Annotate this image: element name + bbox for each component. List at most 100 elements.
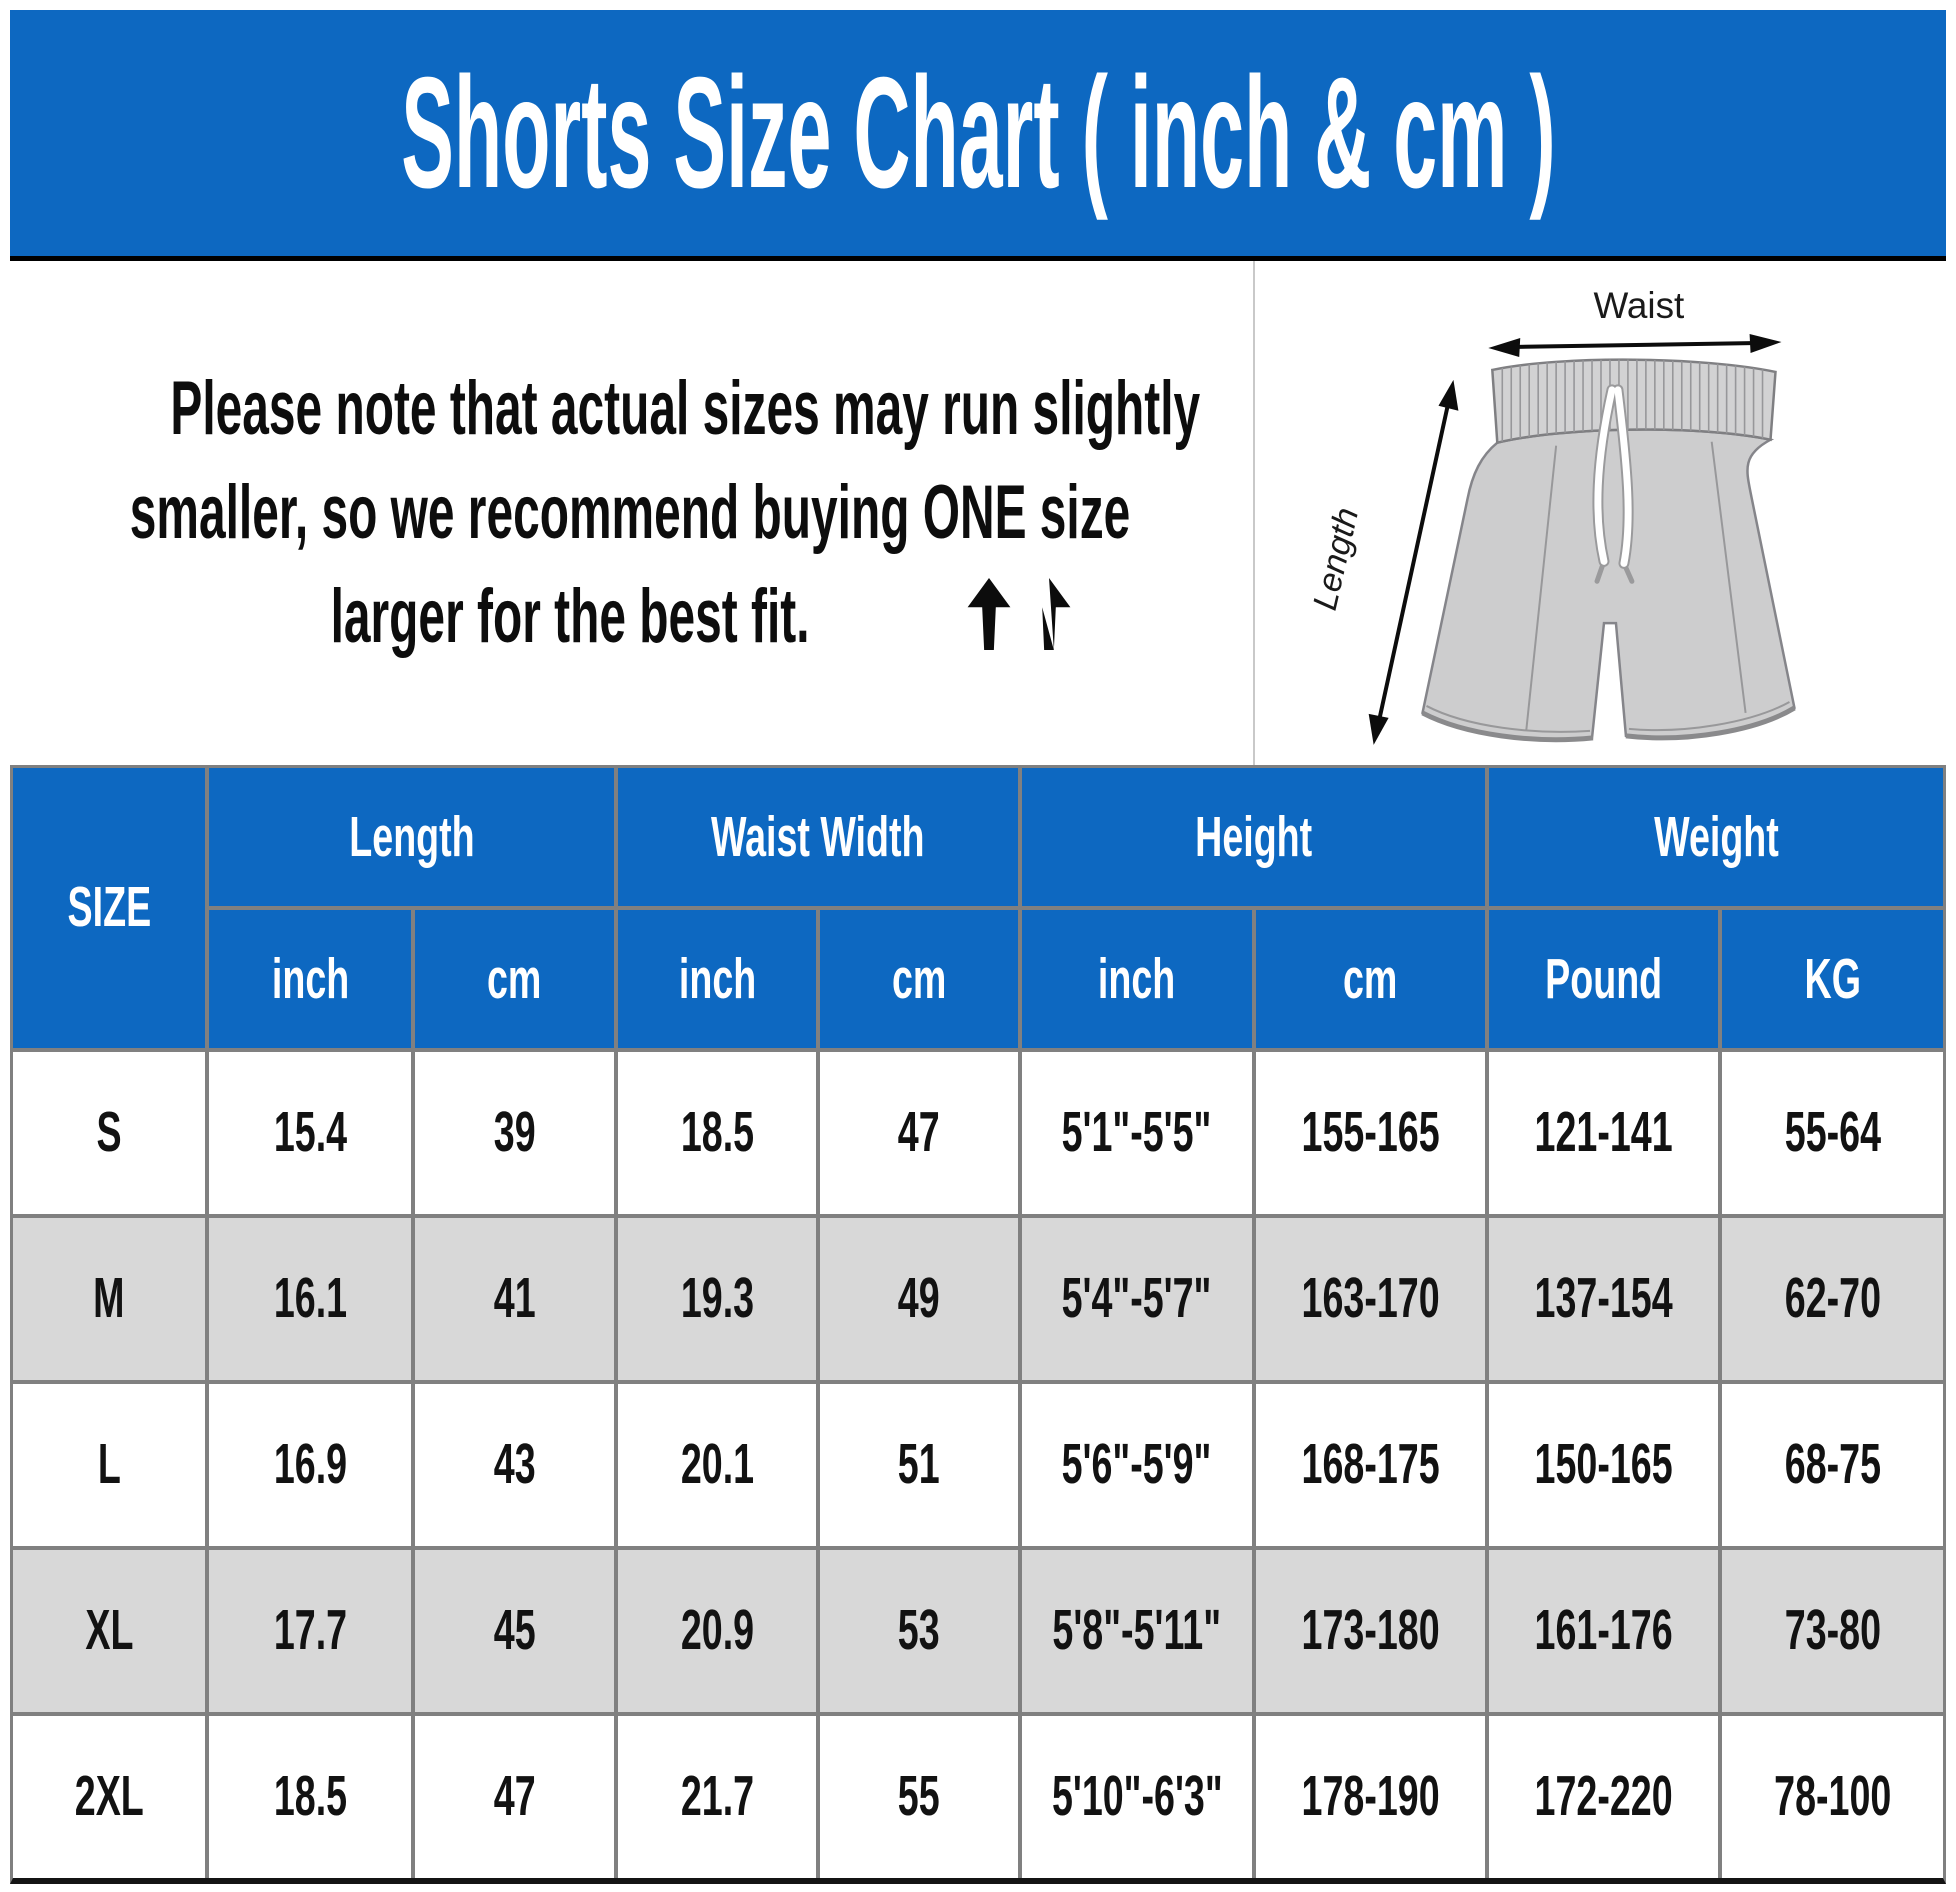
cell-value: 68-75: [1784, 1432, 1881, 1497]
table-cell: 18.5: [618, 1051, 817, 1214]
shorts-waistband: [1490, 358, 1777, 445]
table-cell: 5'1"-5'5": [1022, 1051, 1252, 1214]
subheader-label: Pound: [1545, 946, 1663, 1011]
table-cell: 150-165: [1489, 1383, 1719, 1546]
length-arrow: [1368, 379, 1459, 745]
col-group-height-label: Height: [1195, 804, 1313, 869]
subheader-waist-inch: inch: [618, 910, 817, 1048]
table-cell: 53: [820, 1549, 1019, 1712]
shorts-illustration: Waist: [1306, 285, 1796, 745]
table-cell: 173-180: [1255, 1549, 1485, 1712]
cell-value: 43: [493, 1432, 536, 1497]
shorts-hems: [1421, 705, 1796, 743]
col-group-weight: Weight: [1489, 768, 1943, 907]
cell-value: M: [93, 1266, 125, 1331]
cell-value: 20.1: [680, 1432, 754, 1497]
note-line-2-text: smaller, so we recommend buying ONE size: [130, 470, 1131, 555]
table-cell: 73-80: [1722, 1549, 1943, 1712]
subheader-label: cm: [487, 946, 542, 1011]
col-group-length-label: Length: [348, 804, 475, 869]
table-cell: 51: [820, 1383, 1019, 1546]
table-cell: 172-220: [1489, 1715, 1719, 1878]
col-group-waist-width: Waist Width: [618, 768, 1019, 907]
cell-value: 155-165: [1301, 1100, 1440, 1165]
table-cell: 68-75: [1722, 1383, 1943, 1546]
cell-value: 21.7: [680, 1764, 754, 1829]
page-title: Shorts Size Chart ( inch & cm ): [400, 45, 1556, 221]
up-arrow-icon: [1027, 578, 1070, 650]
table-cell: 15.4: [209, 1051, 412, 1214]
subheader-length-cm: cm: [415, 910, 615, 1048]
table-cell: 21.7: [618, 1715, 817, 1878]
cell-value: XL: [85, 1598, 134, 1663]
table-cell: 121-141: [1489, 1051, 1719, 1214]
subheader-label: inch: [1098, 946, 1176, 1011]
shorts-measurement-diagram: Waist: [1253, 261, 1946, 765]
waist-arrow: [1488, 334, 1782, 357]
table-cell: 155-165: [1255, 1051, 1485, 1214]
table-cell: 161-176: [1489, 1549, 1719, 1712]
cell-value: 19.3: [680, 1266, 754, 1331]
cell-value: 51: [898, 1432, 941, 1497]
cell-value: 178-190: [1301, 1764, 1440, 1829]
cell-value: 20.9: [680, 1598, 754, 1663]
cell-value: 18.5: [273, 1764, 347, 1829]
subheader-waist-cm: cm: [820, 910, 1019, 1048]
col-group-length: Length: [209, 768, 615, 907]
subheader-label: inch: [271, 946, 349, 1011]
subheader-label: KG: [1804, 946, 1861, 1011]
col-header-size-label: SIZE: [67, 875, 151, 940]
col-group-height: Height: [1022, 768, 1485, 907]
subheader-label: inch: [678, 946, 756, 1011]
table-cell: 163-170: [1255, 1217, 1485, 1380]
table-cell: 20.1: [618, 1383, 817, 1546]
table-cell: 16.1: [209, 1217, 412, 1380]
cell-value: 78-100: [1774, 1764, 1892, 1829]
subheader-label: cm: [1343, 946, 1398, 1011]
subheader-weight-kg: KG: [1722, 910, 1943, 1048]
table-cell: 17.7: [209, 1549, 412, 1712]
col-group-waist-width-label: Waist Width: [711, 804, 925, 869]
cell-value: 62-70: [1784, 1266, 1881, 1331]
cell-value: 47: [493, 1764, 536, 1829]
subheader-label: cm: [891, 946, 947, 1011]
table-cell: 5'6"-5'9": [1022, 1383, 1252, 1546]
col-header-size: SIZE: [13, 768, 206, 1048]
table-cell: 78-100: [1722, 1715, 1943, 1878]
note-line-3: larger for the best fit.: [10, 565, 1251, 669]
table-cell: 137-154: [1489, 1217, 1719, 1380]
cell-value: 53: [898, 1598, 941, 1663]
cell-value: 5'4"-5'7": [1061, 1266, 1212, 1331]
col-group-weight-label: Weight: [1653, 804, 1779, 869]
cell-value: 39: [493, 1100, 536, 1165]
waist-label: Waist: [1593, 285, 1684, 326]
cell-value: 173-180: [1301, 1598, 1440, 1663]
cell-value: 55-64: [1784, 1100, 1881, 1165]
cell-value: 17.7: [273, 1598, 347, 1663]
subheader-weight-pound: Pound: [1489, 910, 1719, 1048]
table-cell: 5'8"-5'11": [1022, 1549, 1252, 1712]
cell-value: 5'1"-5'5": [1061, 1100, 1212, 1165]
cell-value: 161-176: [1534, 1598, 1673, 1663]
cell-value: 137-154: [1534, 1266, 1673, 1331]
table-cell: 55-64: [1722, 1051, 1943, 1214]
subheader-length-inch: inch: [209, 910, 412, 1048]
cell-value: 168-175: [1301, 1432, 1440, 1497]
shorts-seams: [1426, 441, 1790, 733]
table-cell: 168-175: [1255, 1383, 1485, 1546]
drawstring: [1592, 384, 1635, 584]
table-cell: 45: [415, 1549, 615, 1712]
note-section: Please note that actual sizes may run sl…: [10, 261, 1251, 765]
table-cell: 62-70: [1722, 1217, 1943, 1380]
table-cell: 41: [415, 1217, 615, 1380]
cell-value: 172-220: [1534, 1764, 1673, 1829]
table-cell: 43: [415, 1383, 615, 1546]
table-row-m-size: M: [13, 1217, 206, 1380]
cell-value: 47: [898, 1100, 941, 1165]
title-bar: Shorts Size Chart ( inch & cm ): [10, 10, 1946, 261]
cell-value: 163-170: [1301, 1266, 1440, 1331]
table-row-l-size: L: [13, 1383, 206, 1546]
table-cell: 20.9: [618, 1549, 817, 1712]
cell-value: 73-80: [1784, 1598, 1881, 1663]
table-row-2xl-size: 2XL: [13, 1715, 206, 1878]
